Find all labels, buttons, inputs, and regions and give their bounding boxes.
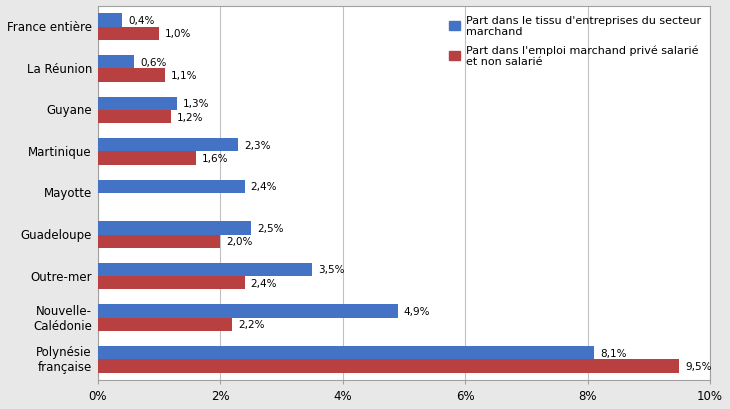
- Bar: [98, 235, 220, 248]
- Bar: [98, 110, 171, 124]
- Bar: [98, 318, 232, 331]
- Text: 2,4%: 2,4%: [250, 182, 277, 192]
- Text: 1,2%: 1,2%: [177, 112, 204, 122]
- Bar: [98, 14, 122, 28]
- Text: 2,3%: 2,3%: [245, 140, 271, 151]
- Text: 2,4%: 2,4%: [250, 278, 277, 288]
- Bar: [98, 69, 165, 82]
- Bar: [98, 139, 239, 152]
- Text: 1,3%: 1,3%: [183, 99, 210, 109]
- Bar: [98, 346, 593, 360]
- Text: 9,5%: 9,5%: [685, 361, 712, 371]
- Text: 1,1%: 1,1%: [171, 71, 198, 81]
- Legend: Part dans le tissu d'entreprises du secteur
marchand, Part dans l'emploi marchan: Part dans le tissu d'entreprises du sect…: [446, 12, 704, 70]
- Bar: [98, 263, 312, 276]
- Bar: [98, 97, 177, 110]
- Bar: [98, 180, 245, 193]
- Bar: [98, 305, 398, 318]
- Bar: [98, 276, 245, 290]
- Bar: [98, 360, 680, 373]
- Text: 2,5%: 2,5%: [257, 223, 283, 233]
- Text: 1,0%: 1,0%: [165, 29, 191, 39]
- Bar: [98, 152, 196, 165]
- Text: 8,1%: 8,1%: [600, 348, 626, 358]
- Bar: [98, 28, 158, 41]
- Text: 2,2%: 2,2%: [239, 319, 265, 330]
- Text: 4,9%: 4,9%: [404, 306, 430, 316]
- Text: 2,0%: 2,0%: [226, 237, 253, 247]
- Text: 1,6%: 1,6%: [201, 154, 228, 164]
- Text: 0,6%: 0,6%: [140, 58, 166, 67]
- Bar: [98, 222, 250, 235]
- Bar: [98, 56, 134, 69]
- Text: 0,4%: 0,4%: [128, 16, 155, 26]
- Text: 3,5%: 3,5%: [318, 265, 345, 275]
